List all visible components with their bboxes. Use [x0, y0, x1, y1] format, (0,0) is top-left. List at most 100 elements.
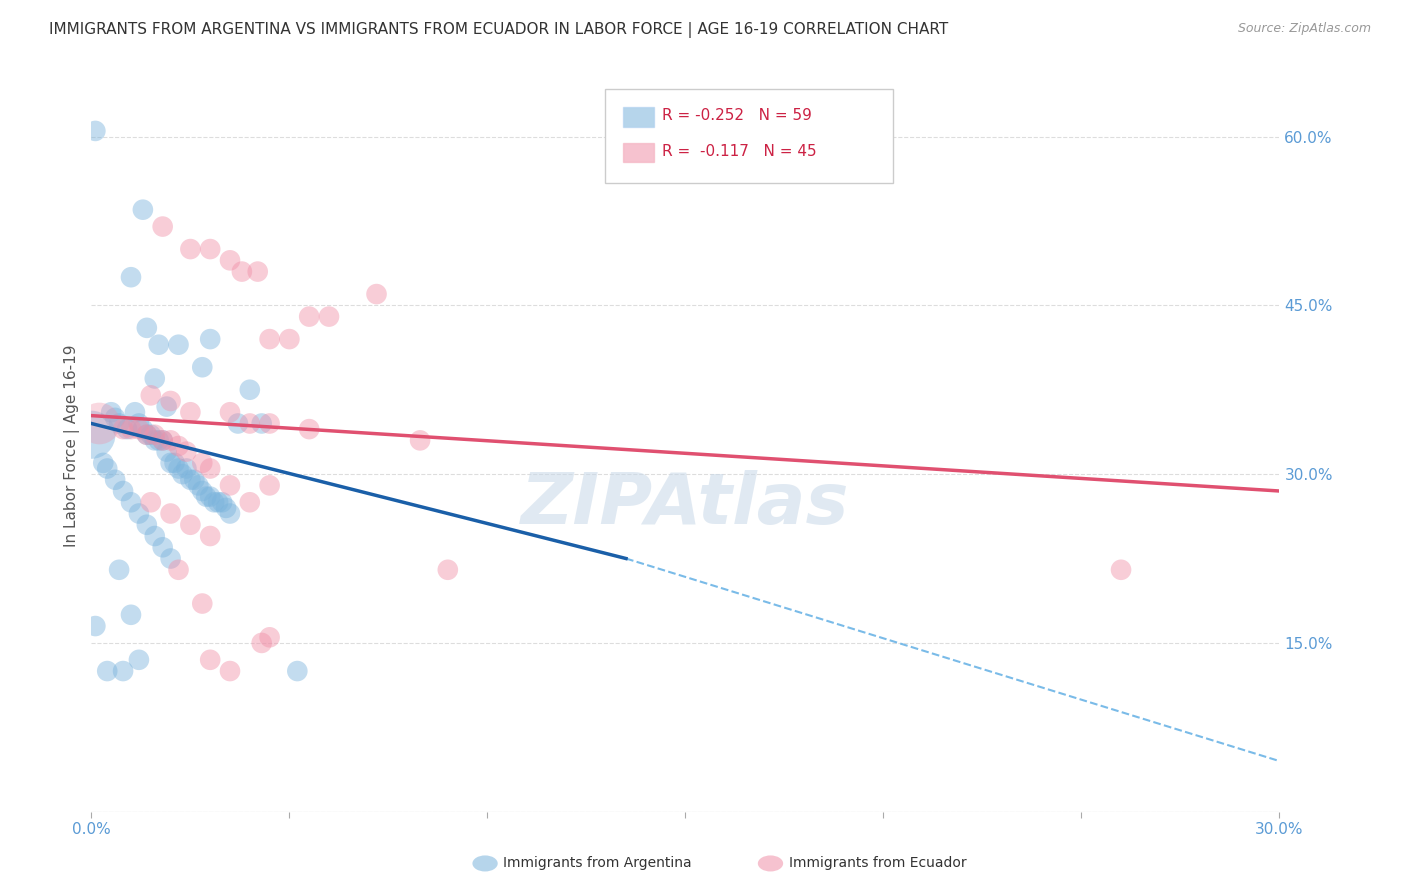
Point: [167, 337, 190, 351]
Text: R =  -0.117   N = 45: R = -0.117 N = 45: [662, 145, 817, 159]
Point: [219, 478, 242, 492]
Point: [250, 636, 273, 650]
Point: [167, 461, 190, 475]
Point: [219, 664, 242, 678]
Point: [159, 456, 181, 470]
Point: [148, 434, 170, 448]
Point: [124, 405, 146, 419]
Point: [135, 427, 157, 442]
Point: [143, 371, 166, 385]
Point: [298, 422, 321, 436]
Point: [219, 253, 242, 268]
Text: Source: ZipAtlas.com: Source: ZipAtlas.com: [1237, 22, 1371, 36]
Point: [259, 478, 281, 492]
Point: [200, 490, 222, 504]
Text: Immigrants from Ecuador: Immigrants from Ecuador: [789, 856, 966, 871]
Point: [246, 264, 269, 278]
Point: [163, 456, 186, 470]
Point: [298, 310, 321, 324]
Point: [239, 495, 262, 509]
Point: [219, 507, 242, 521]
Point: [278, 332, 301, 346]
Point: [259, 630, 281, 644]
Point: [219, 405, 242, 419]
Point: [239, 383, 262, 397]
Point: [200, 242, 222, 256]
Point: [143, 434, 166, 448]
Point: [207, 495, 229, 509]
Point: [80, 427, 103, 442]
Point: [108, 563, 131, 577]
Point: [120, 422, 142, 436]
Point: [135, 427, 157, 442]
Point: [84, 619, 107, 633]
Point: [115, 422, 138, 436]
Point: [231, 264, 253, 278]
Point: [128, 417, 150, 431]
Point: [179, 517, 201, 532]
Point: [259, 417, 281, 431]
Point: [250, 417, 273, 431]
Point: [143, 529, 166, 543]
Point: [191, 597, 214, 611]
Point: [135, 517, 157, 532]
Point: [366, 287, 388, 301]
Text: R = -0.252   N = 59: R = -0.252 N = 59: [662, 109, 813, 123]
Point: [139, 427, 162, 442]
Text: ZIPAtlas: ZIPAtlas: [522, 470, 849, 539]
Point: [200, 529, 222, 543]
Point: [120, 607, 142, 622]
Point: [211, 495, 233, 509]
Point: [152, 219, 174, 234]
Y-axis label: In Labor Force | Age 16-19: In Labor Force | Age 16-19: [65, 344, 80, 548]
Point: [143, 427, 166, 442]
Point: [89, 417, 111, 431]
Point: [84, 124, 107, 138]
Point: [195, 490, 218, 504]
Point: [436, 563, 458, 577]
Point: [285, 664, 308, 678]
Point: [120, 270, 142, 285]
Point: [183, 473, 205, 487]
Point: [139, 495, 162, 509]
Point: [132, 422, 155, 436]
Point: [409, 434, 432, 448]
Point: [108, 417, 131, 431]
Point: [128, 422, 150, 436]
Point: [167, 439, 190, 453]
Point: [100, 405, 122, 419]
Point: [156, 400, 179, 414]
Text: IMMIGRANTS FROM ARGENTINA VS IMMIGRANTS FROM ECUADOR IN LABOR FORCE | AGE 16-19 : IMMIGRANTS FROM ARGENTINA VS IMMIGRANTS …: [49, 22, 949, 38]
Point: [159, 551, 181, 566]
Point: [172, 467, 194, 482]
Point: [104, 473, 127, 487]
Point: [176, 444, 198, 458]
Point: [104, 410, 127, 425]
Point: [179, 405, 201, 419]
Point: [167, 563, 190, 577]
Point: [159, 434, 181, 448]
Point: [152, 434, 174, 448]
Point: [200, 461, 222, 475]
Point: [128, 507, 150, 521]
Point: [187, 478, 209, 492]
Point: [120, 495, 142, 509]
Point: [91, 456, 114, 470]
Point: [152, 434, 174, 448]
Point: [191, 360, 214, 375]
Point: [176, 461, 198, 475]
Point: [215, 500, 238, 515]
Point: [159, 507, 181, 521]
Point: [191, 456, 214, 470]
Point: [200, 332, 222, 346]
Point: [191, 483, 214, 498]
Point: [226, 417, 249, 431]
Point: [318, 310, 340, 324]
Point: [259, 332, 281, 346]
Point: [96, 664, 118, 678]
Point: [112, 664, 135, 678]
Point: [200, 653, 222, 667]
Point: [128, 653, 150, 667]
Point: [202, 495, 225, 509]
Point: [152, 541, 174, 555]
